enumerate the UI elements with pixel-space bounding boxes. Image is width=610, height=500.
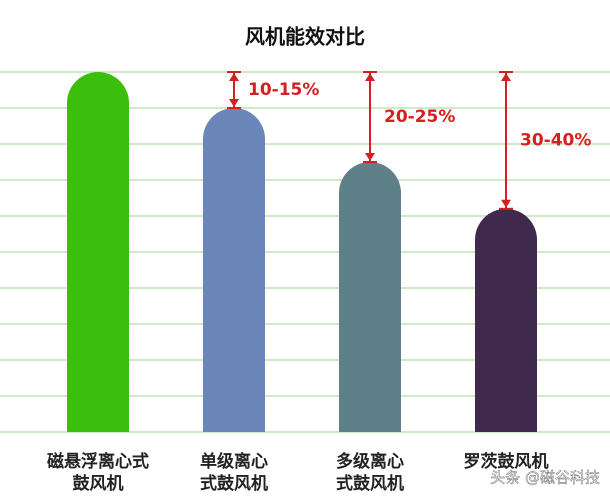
annotation: 20-25%: [384, 107, 455, 127]
arrow-head: [501, 73, 511, 81]
x-tick-label: 单级离心: [200, 451, 268, 472]
arrow-head: [365, 153, 375, 161]
x-tick-label: 鼓风机: [73, 473, 124, 494]
x-tick-label: 磁悬浮离心式: [47, 451, 149, 472]
annotation: 10-15%: [248, 80, 319, 100]
x-tick-label: 多级离心: [336, 451, 404, 472]
x-tick-label: 罗茨鼓风机: [464, 451, 549, 472]
chart-title: 风机能效对比: [245, 25, 365, 49]
bar: [203, 108, 265, 432]
bar: [475, 208, 537, 432]
annotation: 30-40%: [520, 130, 591, 150]
x-tick-label: 式鼓风机: [336, 473, 404, 494]
arrow-head: [365, 73, 375, 81]
watermark: 头条 @磁谷科技: [490, 469, 600, 487]
arrow-head: [229, 73, 239, 81]
x-tick-label: 式鼓风机: [200, 473, 268, 494]
bar: [67, 72, 129, 432]
bar: [339, 162, 401, 432]
arrow-head: [501, 199, 511, 208]
arrow-head: [229, 99, 239, 107]
